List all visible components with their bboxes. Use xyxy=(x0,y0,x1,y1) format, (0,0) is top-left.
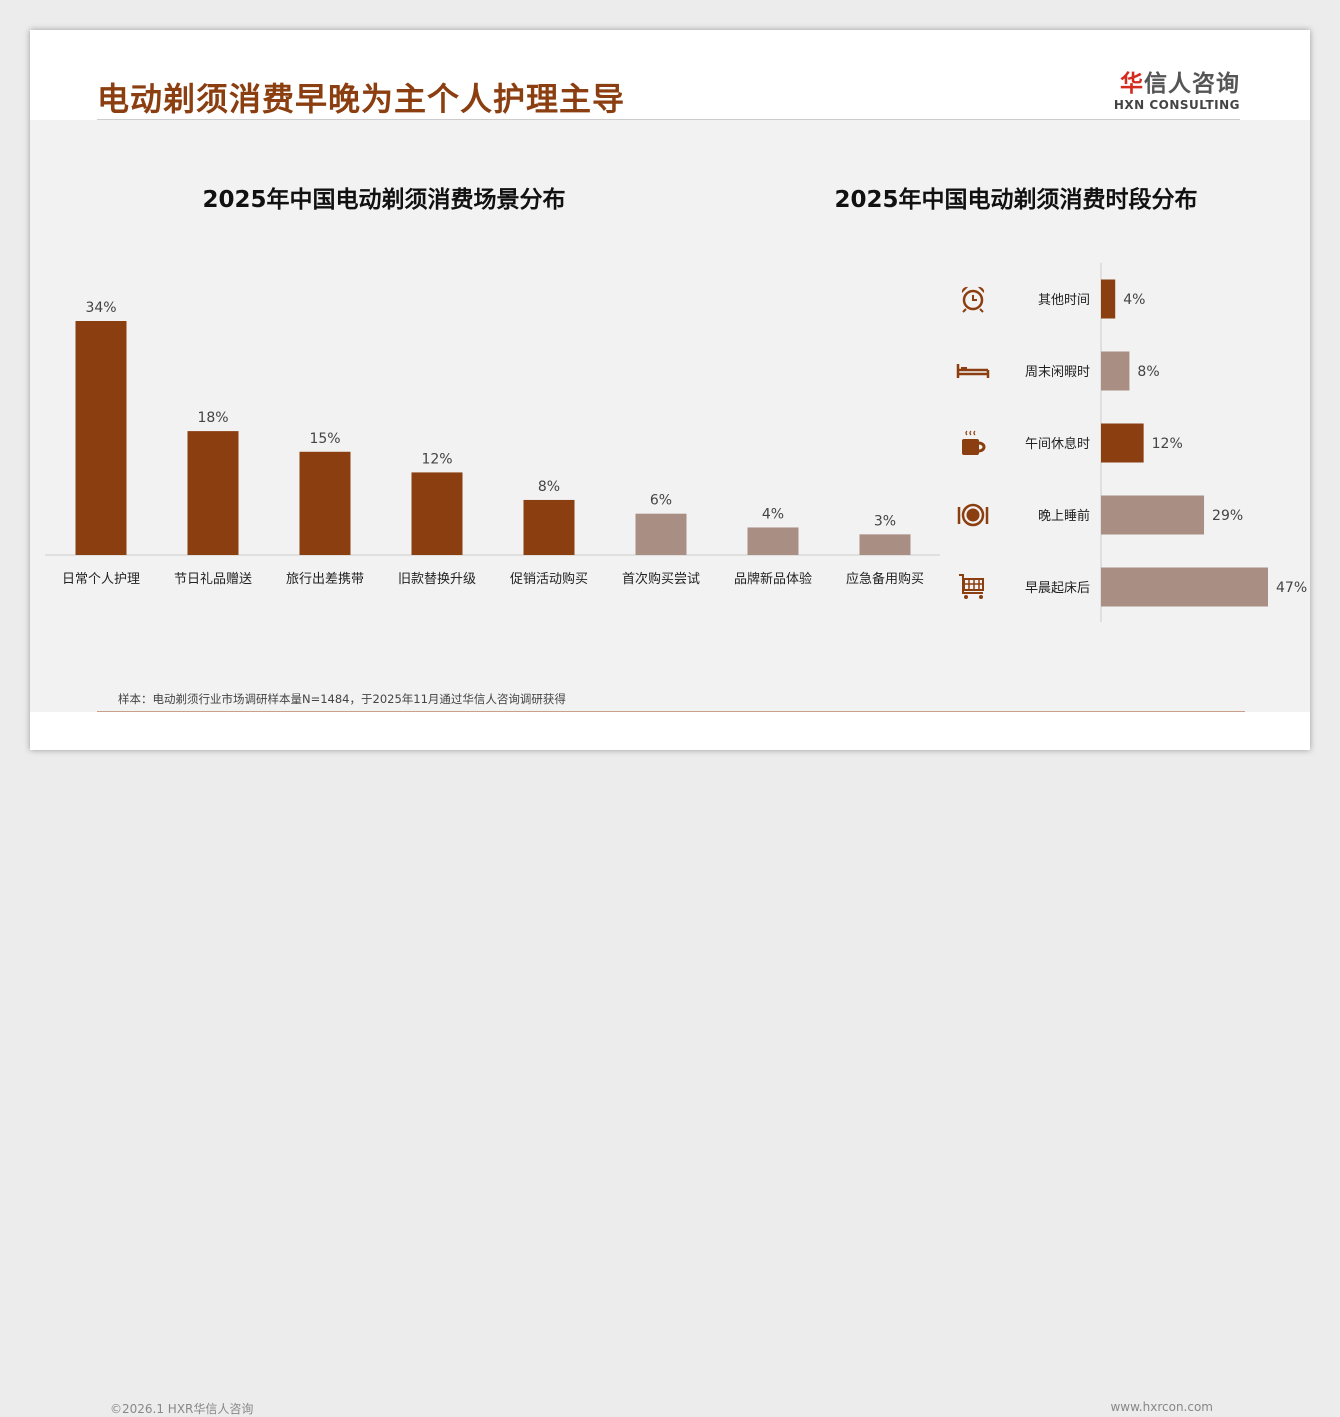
logo: 华信人咨询 HXN CONSULTING xyxy=(1110,64,1240,112)
bed-icon xyxy=(956,364,990,378)
header-divider xyxy=(97,119,1240,120)
category-label: 周末闲暇时 xyxy=(1025,365,1090,380)
category-label: 品牌新品体验 xyxy=(734,571,812,587)
data-label: 29% xyxy=(1212,508,1243,524)
data-label: 15% xyxy=(309,431,340,447)
category-label: 早晨起床后 xyxy=(1025,581,1090,596)
data-label: 47% xyxy=(1276,580,1307,596)
logo-cn: 华信人咨询 xyxy=(1120,71,1240,97)
source-note: 样本：电动剃须行业市场调研样本量N=1484，于2025年11月通过华信人咨询调… xyxy=(118,692,566,706)
coffee-cup-icon xyxy=(962,430,986,455)
category-label: 应急备用购买 xyxy=(846,571,924,587)
bar xyxy=(1101,495,1205,535)
alarm-clock-icon xyxy=(961,286,985,313)
bar xyxy=(1101,351,1130,391)
bar xyxy=(523,499,575,555)
data-label: 12% xyxy=(1152,436,1183,452)
shopping-cart-icon xyxy=(959,574,984,599)
data-label: 34% xyxy=(85,300,116,316)
category-label: 旅行出差携带 xyxy=(286,571,364,587)
chart-title-scene: 2025年中国电动剃须消费场景分布 xyxy=(202,187,566,213)
bar xyxy=(299,451,351,555)
bar xyxy=(1101,567,1268,607)
charts: 34% 日常个人护理 18% 节日礼品赠送 15% 旅行出差携带 12% 旧款替换升级 8% 促销… xyxy=(45,263,1307,622)
bar xyxy=(187,431,239,555)
footer-divider xyxy=(97,711,1245,712)
category-label: 日常个人护理 xyxy=(62,572,140,587)
data-label: 6% xyxy=(650,493,672,509)
data-label: 8% xyxy=(1137,364,1159,380)
footer: ©2026.1 HXR华信人咨询 www.hxrcon.com xyxy=(30,712,1310,1416)
category-label: 首次购买尝试 xyxy=(622,571,700,587)
bar xyxy=(635,513,687,555)
data-label: 3% xyxy=(874,513,896,529)
category-label: 旧款替换升级 xyxy=(398,572,476,587)
data-label: 4% xyxy=(1123,292,1145,308)
category-label: 晚上睡前 xyxy=(1038,508,1090,524)
chart-title-time: 2025年中国电动剃须消费时段分布 xyxy=(834,187,1198,213)
plate-cutlery-icon xyxy=(957,503,989,527)
website-link[interactable]: www.hxrcon.com xyxy=(1110,1400,1213,1414)
logo-en: HXN CONSULTING xyxy=(1113,98,1240,112)
category-label: 促销活动购买 xyxy=(510,571,588,587)
data-label: 12% xyxy=(421,451,452,467)
bar xyxy=(1101,279,1116,319)
category-label: 节日礼品赠送 xyxy=(174,571,252,587)
data-label: 8% xyxy=(538,479,560,495)
slide: 电动剃须消费早晚为主个人护理主导 华信人咨询 HXN CONSULTING 20… xyxy=(30,30,1310,1416)
data-label: 4% xyxy=(762,506,784,522)
bar xyxy=(859,534,911,555)
bar xyxy=(747,527,799,555)
category-label: 其他时间 xyxy=(1038,293,1090,308)
page-title: 电动剃须消费早晚为主个人护理主导 xyxy=(97,80,626,118)
category-label: 午间休息时 xyxy=(1025,436,1090,452)
bar xyxy=(75,321,127,555)
bar xyxy=(411,472,463,555)
copyright: ©2026.1 HXR华信人咨询 xyxy=(110,1402,254,1416)
data-label: 18% xyxy=(197,410,228,426)
header: 电动剃须消费早晚为主个人护理主导 华信人咨询 HXN CONSULTING xyxy=(30,30,1310,120)
bar xyxy=(1101,423,1144,463)
